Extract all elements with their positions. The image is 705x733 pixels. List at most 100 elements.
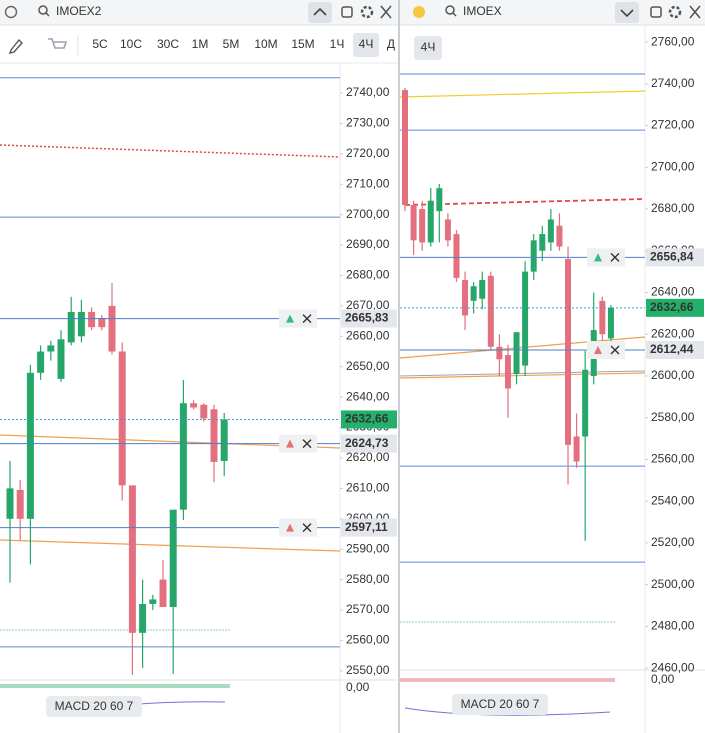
timeframe-button[interactable]: 30С — [157, 37, 179, 51]
search-icon[interactable] — [38, 5, 48, 15]
settings-button[interactable] — [360, 5, 374, 19]
search-icon — [452, 12, 457, 17]
alert-bg[interactable] — [279, 434, 317, 453]
search-icon[interactable] — [445, 5, 455, 15]
trendline[interactable] — [399, 90, 646, 98]
timeframe-button[interactable]: Д — [387, 37, 395, 51]
y-tick-label: 2590,00 — [346, 541, 390, 555]
trendline[interactable] — [399, 370, 646, 377]
candle-body — [582, 369, 589, 437]
timeframe-button[interactable]: 5С — [92, 37, 108, 51]
candle-body — [462, 279, 469, 316]
y-tick-label: 2760,00 — [651, 34, 695, 48]
candle-body — [16, 489, 24, 519]
timeframe-button[interactable]: 4Ч — [359, 37, 374, 51]
candle-body — [496, 346, 503, 360]
close-button[interactable] — [689, 5, 701, 19]
alert-bg[interactable] — [279, 309, 317, 328]
alert-bg[interactable] — [587, 341, 625, 360]
alert-bg[interactable] — [587, 248, 625, 267]
y-tick-label: 2560,00 — [651, 452, 695, 466]
candle-body — [190, 403, 198, 408]
y-tick-label: 2740,00 — [651, 76, 695, 90]
indicator-tick-label: 0,00 — [651, 672, 675, 686]
candle-body — [539, 234, 546, 251]
alert-remove[interactable] — [302, 439, 312, 449]
close-button[interactable] — [380, 5, 392, 19]
collapse-button[interactable] — [308, 2, 332, 23]
link-dot[interactable] — [413, 6, 425, 18]
indicator-tick-label: 0,00 — [346, 680, 370, 694]
timeframe-button[interactable]: 15М — [291, 37, 314, 51]
chevron-down — [620, 9, 634, 18]
candle-body — [556, 225, 563, 247]
candle-body — [530, 240, 537, 272]
order-tool[interactable] — [48, 38, 68, 49]
settings-button[interactable] — [668, 5, 682, 19]
candle-body — [179, 403, 187, 510]
y-tick-label: 2580,00 — [346, 572, 390, 586]
timeframe-tag[interactable]: 4Ч — [421, 40, 436, 54]
timeframe-button[interactable]: 5М — [223, 37, 240, 51]
timeframe-button[interactable]: 10С — [120, 37, 142, 51]
candle-body — [453, 234, 460, 278]
timeframe-button[interactable]: 1М — [192, 37, 209, 51]
alert-remove[interactable] — [610, 252, 620, 262]
candle-body — [139, 603, 147, 633]
y-tick-label: 2550,00 — [346, 663, 390, 677]
window-button[interactable] — [341, 6, 353, 18]
y-tick-label: 2710,00 — [346, 176, 390, 190]
indicator-badge[interactable] — [46, 696, 142, 717]
candle-body — [149, 599, 157, 604]
y-tick-label: 2660,00 — [346, 328, 390, 342]
expand-button[interactable] — [615, 2, 639, 23]
candle-body — [200, 404, 208, 419]
price-label: 2624,73 — [345, 436, 389, 450]
candle-body — [26, 372, 34, 519]
timeframe-button[interactable]: 10М — [254, 37, 277, 51]
candle-body — [402, 90, 408, 205]
search-icon — [45, 12, 50, 17]
y-tick-label: 2700,00 — [346, 207, 390, 221]
candle-body — [436, 188, 443, 212]
candle-body — [487, 275, 494, 347]
macd-histogram — [400, 678, 615, 682]
y-tick-label: 2580,00 — [651, 410, 695, 424]
y-tick-label: 2560,00 — [346, 633, 390, 647]
candle-body — [220, 419, 228, 462]
alert-bg[interactable] — [279, 518, 317, 537]
y-tick-label: 2640,00 — [346, 389, 390, 403]
alert-remove[interactable] — [610, 345, 620, 355]
alert-icon — [594, 253, 602, 262]
alert-remove[interactable] — [302, 523, 312, 533]
ticker[interactable]: IMOEX2 — [56, 4, 102, 18]
header-bg — [400, 0, 705, 25]
last-price-label: 2632,66 — [650, 300, 694, 314]
price-label: 2665,83 — [345, 311, 389, 325]
candle-body — [98, 318, 106, 328]
indicator-label[interactable]: MACD 20 60 7 — [461, 697, 540, 711]
trendline[interactable] — [0, 144, 341, 158]
indicator-label[interactable]: MACD 20 60 7 — [55, 699, 134, 713]
trendline[interactable] — [399, 372, 646, 379]
alert-icon — [286, 314, 294, 323]
y-tick-label: 2620,00 — [346, 450, 390, 464]
draw-tool[interactable] — [8, 38, 23, 54]
last-price-label: 2632,66 — [345, 412, 389, 426]
ticker[interactable]: IMOEX — [463, 4, 502, 18]
window-button[interactable] — [650, 6, 662, 18]
candle-body — [599, 300, 606, 335]
candle-body — [479, 279, 486, 299]
candle-body — [522, 271, 529, 366]
alert-icon — [286, 523, 294, 532]
add-icon[interactable] — [4, 5, 18, 19]
indicator-badge[interactable] — [452, 694, 548, 715]
timeframe-tag-bg — [414, 36, 442, 60]
candle-body — [128, 485, 136, 633]
candle-body — [444, 219, 451, 241]
timeframe-button[interactable]: 1Ч — [330, 37, 345, 51]
alert-remove[interactable] — [302, 314, 312, 324]
y-tick-label: 2520,00 — [651, 535, 695, 549]
price-label-bg — [341, 309, 397, 328]
trendline[interactable] — [404, 198, 646, 206]
